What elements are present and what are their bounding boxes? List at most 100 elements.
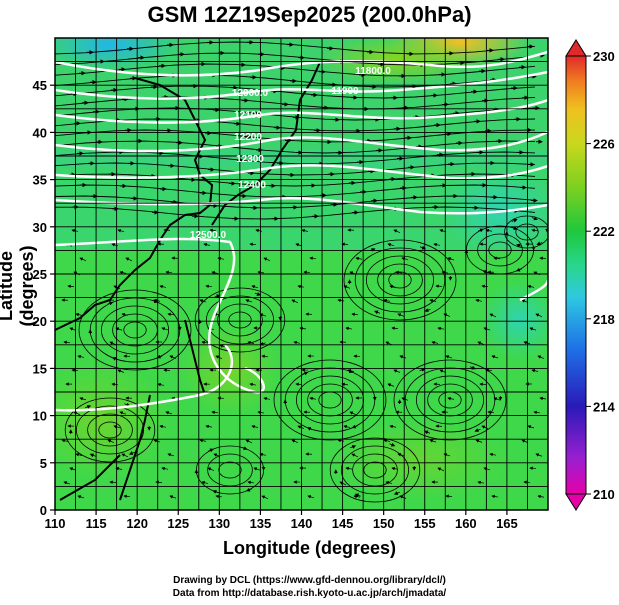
x-tick-label: 125 <box>167 516 189 531</box>
wind-arrow <box>121 312 129 317</box>
streamline-eddy <box>123 321 147 339</box>
wind-arrow <box>73 271 81 276</box>
streamline-eddy <box>377 263 423 297</box>
lat-lon-grid <box>54 37 549 511</box>
wind-arrow <box>89 453 96 458</box>
wind-arrow <box>479 242 487 246</box>
wind-arrow <box>447 396 455 401</box>
wind-arrow <box>536 241 543 246</box>
wind-arrow <box>429 439 437 443</box>
wind-arrow <box>399 495 407 499</box>
contour-label: 12000.0 <box>232 88 269 99</box>
wind-arrow <box>251 285 259 289</box>
wind-arrow <box>263 396 271 401</box>
wind-arrow <box>169 355 177 359</box>
wind-arrow <box>247 480 255 485</box>
wind-arrow <box>399 355 407 359</box>
wind-arrow <box>391 326 399 331</box>
streamline-eddy <box>218 461 242 479</box>
x-tick-label: 155 <box>414 516 436 531</box>
wind-arrow <box>401 397 409 401</box>
colorbar-tick-label: 214 <box>593 399 615 414</box>
streamline <box>55 52 536 66</box>
colorbar-tick-label: 226 <box>593 137 615 152</box>
wind-arrow <box>475 298 483 303</box>
contour-label: 11900 <box>331 86 359 97</box>
wind-arrow <box>383 298 391 303</box>
wind-arrow <box>391 466 399 471</box>
wind-arrow <box>523 341 531 345</box>
streamline-eddy <box>295 375 364 425</box>
wind-arrow <box>447 257 455 261</box>
colorbar-bar <box>565 55 587 495</box>
wind-arrow <box>69 467 77 471</box>
wind-arrow <box>477 228 484 233</box>
wind-arrow <box>159 424 167 429</box>
wind-arrow <box>477 480 485 485</box>
wind-arrow <box>251 425 259 429</box>
x-tick-label: 150 <box>373 516 395 531</box>
wind-arrow <box>263 257 271 262</box>
y-tick-label: 10 <box>33 409 47 424</box>
wind-arrow <box>259 313 267 317</box>
wind-arrow <box>155 480 163 485</box>
x-axis-ticks: 110 115 120 125 130 135 140 145 150 155 160 165 <box>45 510 518 531</box>
wind-arrow <box>431 340 439 345</box>
wind-arrow <box>117 229 125 233</box>
wind-arrow <box>355 256 363 261</box>
x-tick-label: 110 <box>45 516 66 531</box>
wind-arrow <box>117 369 125 373</box>
streamline-eddy <box>343 239 457 321</box>
wind-arrow <box>531 228 539 233</box>
wind-arrow <box>539 256 547 260</box>
wind-arrow <box>487 410 495 415</box>
contour-label: 11800.0 <box>355 66 391 77</box>
wind-arrow <box>165 270 173 275</box>
wind-arrow <box>201 481 209 485</box>
wind-arrow <box>527 425 535 429</box>
wind-arrow <box>254 292 261 296</box>
wind-arrow <box>343 285 351 289</box>
wind-arrow <box>531 368 539 373</box>
wind-arrow <box>307 495 315 499</box>
wind-arrow <box>537 494 545 499</box>
wind-arrow <box>79 397 87 401</box>
streamline-eddy <box>76 405 144 455</box>
streamline-eddy <box>329 437 421 503</box>
wind-arrow <box>61 438 69 443</box>
wind-arrow <box>157 382 165 387</box>
wind-arrow <box>67 284 75 289</box>
wind-arrow <box>163 368 171 372</box>
wind-arrow <box>207 467 215 471</box>
contour-label: 12500.0 <box>190 230 227 241</box>
wind-arrow <box>489 452 497 457</box>
streamline <box>55 74 536 88</box>
wind-arrow <box>245 439 253 444</box>
streamline-eddy <box>340 445 409 495</box>
wind-arrow <box>491 494 499 499</box>
wind-arrow <box>261 354 269 359</box>
wind-arrow <box>483 327 491 331</box>
colorbar-top-cap <box>565 39 587 57</box>
streamline <box>55 206 536 220</box>
wind-arrow <box>393 491 400 495</box>
wind-arrow <box>209 228 217 233</box>
wind-arrow <box>241 446 248 450</box>
y-tick-label: 45 <box>33 78 47 93</box>
wind-arrow <box>424 308 431 312</box>
contour-labels: 11800.0 11900 12000.0 12100 12200 12300 12400 1… <box>190 66 391 241</box>
colorbar-bottom-cap <box>565 493 587 511</box>
wind-arrow <box>245 299 253 303</box>
wind-arrow <box>306 426 313 431</box>
streamline-eddy <box>78 289 192 371</box>
x-tick-label: 120 <box>126 516 148 531</box>
wind-arrow <box>257 410 265 415</box>
wind-arrow <box>73 411 81 416</box>
wind-arrow <box>297 425 305 430</box>
streamline <box>55 140 536 154</box>
map-title: GSM 12Z19Sep2025 (200.0hPa) <box>147 2 472 27</box>
wind-arrow <box>299 326 307 331</box>
wind-arrow <box>437 326 445 331</box>
colorbar-tick-label: 222 <box>593 224 615 239</box>
